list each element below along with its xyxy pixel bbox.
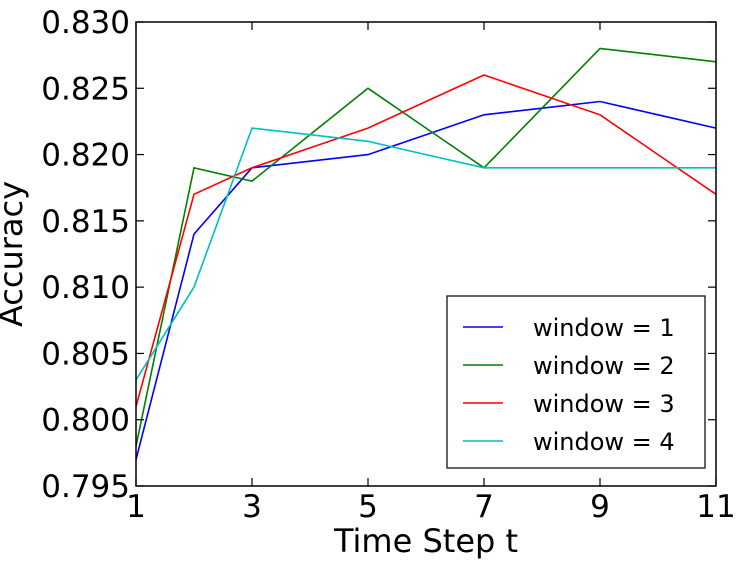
axes-layer: [135, 21, 717, 487]
y-tick-label: 0.825: [41, 71, 130, 107]
series-line-window-1: [135, 100, 717, 460]
legend-box: [446, 295, 706, 469]
ticks-layer: 1 3 5 7 9 11 0.795 0.800 0.805 0.810 0.815 0.820 0.8…: [41, 5, 735, 525]
x-tick-label: 5: [358, 489, 378, 525]
y-tick-label: 0.800: [41, 403, 130, 439]
series-layer: [135, 47, 717, 460]
legend-label-window-3: window = 3: [533, 390, 675, 418]
series-line-window-4: [135, 127, 716, 381]
x-tick-label: 9: [590, 489, 610, 525]
x-tick-label: 11: [696, 489, 735, 525]
legend: window = 1 window = 2 window = 3 window = 4: [446, 295, 706, 469]
legend-label-window-2: window = 2: [533, 352, 675, 380]
x-tick-label: 7: [474, 489, 494, 525]
y-axis-title: Accuracy: [0, 181, 30, 327]
series-line-window-3: [135, 74, 717, 407]
x-tick-label: 3: [242, 489, 262, 525]
x-tick-label: 1: [126, 489, 146, 525]
y-tick-label: 0.815: [41, 204, 130, 240]
y-tick-label: 0.810: [41, 270, 130, 306]
y-tick-label: 0.820: [41, 138, 130, 174]
plot-frame: [135, 21, 717, 487]
y-tick-label: 0.805: [41, 336, 130, 372]
x-axis-title: Time Step t: [333, 522, 518, 560]
legend-label-window-1: window = 1: [533, 314, 675, 342]
legend-label-window-4: window = 4: [533, 428, 675, 456]
y-tick-label: 0.795: [41, 469, 130, 505]
y-tick-label: 0.830: [41, 5, 130, 41]
